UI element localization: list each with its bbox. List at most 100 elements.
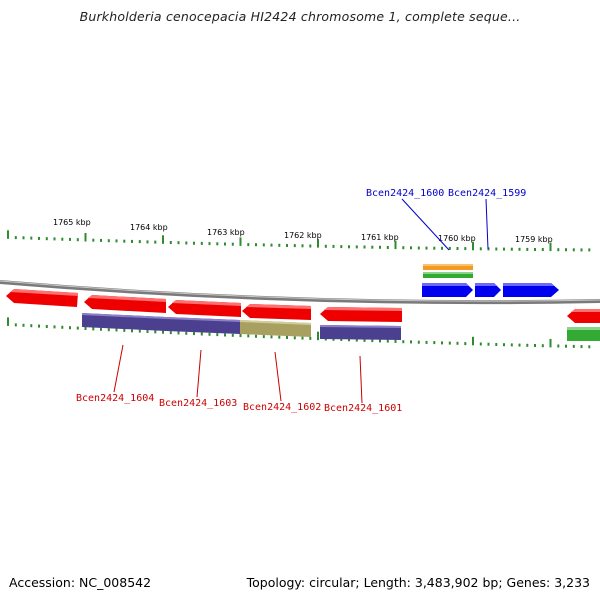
tick-mark (317, 331, 319, 341)
tick-mark (456, 247, 459, 250)
tick-mark (169, 241, 172, 244)
tick-mark (208, 242, 211, 246)
tick-mark (247, 243, 250, 247)
gene-bcen2424-1599-a[interactable] (475, 283, 501, 297)
tick-mark (45, 325, 48, 328)
tick-mark (417, 340, 420, 344)
topology-stats-text: Topology: circular; Length: 3,483,902 bp… (246, 575, 590, 590)
tick-mark (394, 240, 397, 250)
tick-mark (510, 343, 513, 347)
tick-mark (549, 338, 552, 348)
tick-mark (146, 240, 149, 244)
gene-bcen2424-1601-highlight (324, 307, 402, 311)
tick-mark (45, 237, 48, 241)
tick-mark (487, 342, 490, 346)
tick-mark (557, 344, 560, 348)
tick-mark (510, 247, 513, 251)
tick-mark (107, 239, 110, 243)
tick-mark (154, 240, 157, 244)
gene-bcen2424-1599[interactable] (503, 283, 559, 297)
callout-line-1602 (274, 351, 282, 402)
tick-mark (131, 329, 133, 333)
tick-mark (14, 323, 17, 327)
tick-mark (185, 331, 188, 335)
tick-mark (224, 333, 226, 337)
tick-mark (61, 237, 64, 241)
tick-mark (255, 243, 257, 247)
tick-mark (115, 328, 118, 332)
tick-mark (100, 327, 102, 331)
tick-mark (262, 243, 265, 247)
tick-mark (239, 237, 242, 246)
tick-mark (448, 341, 451, 345)
tick-mark (332, 337, 335, 341)
tick-mark (379, 245, 381, 249)
callout-line-1600 (401, 198, 450, 251)
tick-mark (138, 240, 141, 244)
tick-mark (355, 245, 358, 249)
tick-mark (332, 244, 335, 248)
tick-mark (441, 341, 443, 345)
gene-bcen2424-1599-highlight (503, 283, 554, 286)
gene-label-bcen2424-1603[interactable]: Bcen2424_1603 (159, 398, 237, 409)
tick-mark (278, 335, 281, 339)
tick-mark (340, 245, 343, 249)
cog-green-box (423, 272, 473, 278)
tick-mark (231, 333, 234, 337)
tick-mark (479, 342, 482, 346)
cog-purple-box-1601-highlight (320, 325, 401, 328)
cog-orange-box (423, 264, 473, 270)
tick-mark (541, 248, 544, 251)
tick-mark (107, 328, 110, 332)
gene-label-bcen2424-1601[interactable]: Bcen2424_1601 (324, 403, 402, 414)
tick-mark (247, 334, 250, 338)
tick-mark (340, 338, 343, 341)
tick-mark (200, 241, 203, 245)
tick-mark (410, 246, 412, 250)
map-title: Burkholderia cenocepacia HI2424 chromoso… (79, 9, 521, 24)
tick-mark (565, 344, 567, 348)
gene-bcen2424-1599-a-highlight (475, 283, 497, 286)
gene-label-bcen2424-1602[interactable]: Bcen2424_1602 (243, 402, 321, 413)
gene-label-bcen2424-1600[interactable]: Bcen2424_1600 (366, 188, 444, 199)
tick-mark (588, 345, 591, 349)
gene-label-bcen2424-1599[interactable]: Bcen2424_1599 (448, 188, 526, 199)
accession-text: Accession: NC_008542 (9, 575, 152, 590)
tick-mark (216, 333, 219, 337)
tick-mark (92, 327, 95, 331)
tick-mark (154, 330, 157, 334)
cog-khaki-box-1602-highlight (240, 320, 311, 325)
tick-mark (76, 326, 79, 330)
gene-bcen2424-1600[interactable] (422, 283, 473, 297)
scale-labels: 1765 kbp 1764 kbp 1763 kbp 1762 kbp 1761… (53, 218, 553, 244)
tick-mark (84, 233, 87, 242)
tick-mark (526, 247, 529, 251)
tick-mark (286, 244, 288, 247)
tick-mark (479, 247, 482, 251)
gene-red-edge[interactable] (567, 309, 600, 323)
tick-mark (30, 236, 33, 240)
tick-mark (348, 245, 350, 249)
tick-mark (177, 331, 180, 335)
tick-mark (185, 241, 188, 245)
tick-mark (425, 340, 428, 344)
tick-mark (293, 336, 296, 340)
tick-mark (146, 330, 149, 333)
tick-mark (386, 339, 389, 343)
scale-label-1760: 1760 kbp (438, 234, 476, 243)
tick-mark (69, 237, 71, 241)
tick-mark (22, 323, 25, 327)
tick-mark (270, 335, 273, 339)
gene-label-bcen2424-1604[interactable]: Bcen2424_1604 (76, 393, 154, 404)
tick-mark (441, 246, 443, 250)
tick-mark (138, 329, 141, 333)
tick-mark (363, 245, 366, 249)
tick-mark (7, 230, 9, 239)
tick-mark (123, 239, 126, 243)
gene-bcen2424-1601[interactable] (320, 307, 402, 322)
tick-mark (53, 325, 56, 329)
tick-mark (262, 335, 265, 339)
tick-mark (472, 241, 474, 251)
tick-mark (208, 332, 211, 336)
